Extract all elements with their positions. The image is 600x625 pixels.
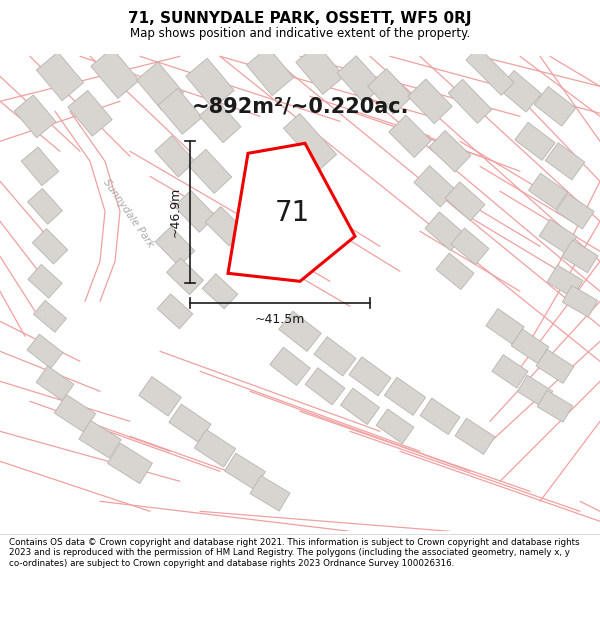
- Polygon shape: [91, 48, 139, 98]
- Polygon shape: [296, 44, 344, 94]
- Polygon shape: [445, 182, 485, 221]
- Polygon shape: [28, 189, 62, 224]
- Polygon shape: [429, 131, 471, 172]
- Polygon shape: [37, 52, 83, 101]
- Text: 71, SUNNYDALE PARK, OSSETT, WF5 0RJ: 71, SUNNYDALE PARK, OSSETT, WF5 0RJ: [128, 11, 472, 26]
- Polygon shape: [167, 258, 203, 294]
- Polygon shape: [36, 366, 74, 401]
- Polygon shape: [27, 334, 63, 368]
- Text: 71: 71: [274, 199, 310, 228]
- Polygon shape: [385, 378, 425, 416]
- Polygon shape: [79, 421, 121, 458]
- Polygon shape: [414, 166, 456, 207]
- Polygon shape: [436, 253, 474, 289]
- Polygon shape: [279, 311, 321, 351]
- Polygon shape: [136, 62, 184, 111]
- Polygon shape: [228, 143, 355, 281]
- Polygon shape: [107, 443, 152, 484]
- Polygon shape: [492, 354, 528, 388]
- Polygon shape: [556, 194, 594, 229]
- Polygon shape: [205, 206, 245, 246]
- Polygon shape: [250, 476, 290, 511]
- Polygon shape: [305, 368, 345, 405]
- Polygon shape: [389, 115, 431, 158]
- Polygon shape: [155, 226, 195, 266]
- Polygon shape: [277, 148, 323, 194]
- Text: ~46.9m: ~46.9m: [169, 188, 182, 238]
- Polygon shape: [169, 404, 211, 442]
- Polygon shape: [247, 47, 293, 96]
- Polygon shape: [199, 100, 241, 142]
- Polygon shape: [14, 95, 56, 138]
- Polygon shape: [529, 173, 568, 209]
- Polygon shape: [537, 391, 573, 422]
- Polygon shape: [515, 122, 555, 161]
- Polygon shape: [34, 301, 67, 332]
- Text: Contains OS data © Crown copyright and database right 2021. This information is : Contains OS data © Crown copyright and d…: [9, 538, 580, 568]
- Polygon shape: [202, 274, 238, 309]
- Polygon shape: [224, 453, 265, 489]
- Polygon shape: [283, 114, 337, 169]
- Polygon shape: [188, 149, 232, 193]
- Polygon shape: [368, 69, 412, 114]
- Polygon shape: [28, 264, 62, 298]
- Polygon shape: [408, 79, 452, 124]
- Polygon shape: [32, 229, 68, 264]
- Polygon shape: [349, 357, 391, 396]
- Text: ~41.5m: ~41.5m: [255, 313, 305, 326]
- Polygon shape: [376, 409, 414, 444]
- Polygon shape: [174, 191, 216, 232]
- Polygon shape: [425, 212, 465, 251]
- Polygon shape: [337, 56, 383, 103]
- Polygon shape: [486, 309, 524, 344]
- Polygon shape: [21, 147, 59, 186]
- Polygon shape: [194, 429, 236, 467]
- Text: ~892m²/~0.220ac.: ~892m²/~0.220ac.: [191, 96, 409, 116]
- Polygon shape: [158, 88, 202, 134]
- Polygon shape: [55, 394, 95, 432]
- Polygon shape: [511, 329, 549, 364]
- Text: Map shows position and indicative extent of the property.: Map shows position and indicative extent…: [130, 27, 470, 40]
- Polygon shape: [139, 377, 181, 416]
- Polygon shape: [534, 86, 576, 126]
- Polygon shape: [448, 79, 492, 123]
- Polygon shape: [155, 136, 195, 177]
- Polygon shape: [186, 58, 234, 108]
- Polygon shape: [455, 418, 495, 454]
- Polygon shape: [314, 337, 356, 376]
- Polygon shape: [340, 388, 380, 424]
- Polygon shape: [451, 228, 489, 264]
- Polygon shape: [499, 71, 542, 112]
- Text: Sunnydale Park: Sunnydale Park: [101, 177, 155, 249]
- Polygon shape: [545, 142, 585, 180]
- Polygon shape: [466, 48, 514, 96]
- Polygon shape: [270, 347, 310, 386]
- Polygon shape: [547, 265, 583, 298]
- Polygon shape: [539, 219, 577, 253]
- Polygon shape: [157, 294, 193, 329]
- Polygon shape: [420, 398, 460, 434]
- Polygon shape: [68, 91, 112, 136]
- Polygon shape: [517, 375, 553, 408]
- Polygon shape: [562, 240, 598, 272]
- Polygon shape: [536, 349, 574, 383]
- Polygon shape: [562, 286, 598, 317]
